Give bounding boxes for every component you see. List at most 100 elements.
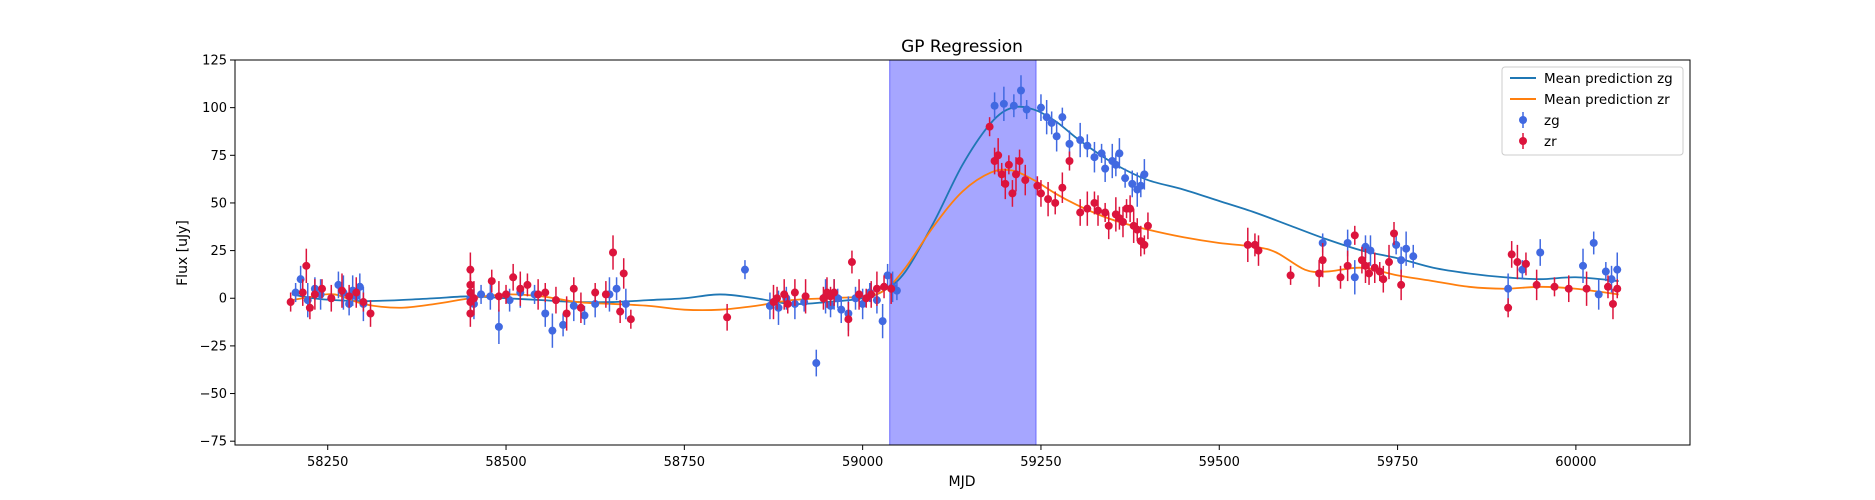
data-point-zr xyxy=(1608,299,1617,308)
data-point-zr xyxy=(1254,246,1263,255)
data-point-zg xyxy=(1121,174,1130,183)
data-point-zr xyxy=(847,258,856,267)
data-point-zr xyxy=(844,315,853,324)
data-point-zr xyxy=(1357,256,1366,265)
data-point-zr xyxy=(302,261,311,270)
data-point-zr xyxy=(1101,208,1110,217)
data-point-zr xyxy=(310,290,319,299)
data-point-zg xyxy=(486,292,495,301)
data-point-zr xyxy=(1504,303,1513,312)
data-point-zr xyxy=(1390,229,1399,238)
data-point-zr xyxy=(509,273,518,282)
data-point-zg xyxy=(1350,273,1359,282)
data-point-zr xyxy=(541,288,550,297)
data-point-zr xyxy=(1250,240,1259,249)
data-point-zr xyxy=(1033,181,1042,190)
data-point-zr xyxy=(1365,269,1374,278)
data-point-zr xyxy=(534,290,543,299)
data-point-zg xyxy=(355,282,364,291)
data-point-zr xyxy=(783,299,792,308)
data-point-zg xyxy=(883,271,892,280)
data-point-zg xyxy=(1594,290,1603,299)
x-axis-label: MJD xyxy=(949,474,976,490)
data-point-zr xyxy=(990,157,999,166)
plot-frame xyxy=(234,59,1691,446)
data-point-zg xyxy=(1083,141,1092,150)
data-point-zg xyxy=(612,284,621,293)
legend-label: zg xyxy=(1544,113,1560,129)
data-point-zr xyxy=(997,170,1006,179)
data-point-zr xyxy=(286,298,295,307)
data-point-zr xyxy=(1582,284,1591,293)
x-tick-label: 59000 xyxy=(842,455,883,470)
data-point-zg xyxy=(291,288,300,297)
data-point-zr xyxy=(318,284,327,293)
data-point-zr xyxy=(872,284,881,293)
data-point-zg xyxy=(1036,103,1045,112)
data-point-zr xyxy=(601,290,610,299)
data-point-zg xyxy=(1409,252,1418,261)
data-point-zr xyxy=(801,292,810,301)
x-tick-label: 58250 xyxy=(307,455,348,470)
data-point-zr xyxy=(1343,261,1352,270)
data-point-zr xyxy=(1036,189,1045,198)
data-point-zr xyxy=(1286,271,1295,280)
data-point-zr xyxy=(1521,259,1530,268)
data-point-zr xyxy=(1140,240,1149,249)
highlight-region-layer xyxy=(889,60,1037,445)
data-point-zr xyxy=(1243,240,1252,249)
data-point-zg xyxy=(477,290,486,299)
y-tick-label: −25 xyxy=(200,339,227,354)
data-point-zg xyxy=(1065,139,1074,148)
data-point-zr xyxy=(1336,273,1345,282)
y-axis: −75 −50 −25 0 25 50 75 100 125 xyxy=(200,54,235,450)
legend-label: Mean prediction zr xyxy=(1544,92,1670,108)
data-point-zr xyxy=(1613,284,1622,293)
data-point-zr xyxy=(359,298,368,307)
data-point-zr xyxy=(469,294,478,303)
data-point-zr xyxy=(502,290,511,299)
data-point-zr xyxy=(487,277,496,286)
data-point-zr xyxy=(337,286,346,295)
data-point-zr xyxy=(551,296,560,305)
data-point-zr xyxy=(1315,269,1324,278)
data-point-zg xyxy=(1101,164,1110,173)
legend-box xyxy=(1501,66,1684,156)
data-point-zg xyxy=(812,359,821,368)
data-point-zr xyxy=(1104,221,1113,230)
data-point-zg xyxy=(858,299,867,308)
data-point-zr xyxy=(1076,208,1085,217)
data-point-zr xyxy=(1044,195,1053,204)
x-tick-label: 59250 xyxy=(1020,455,1061,470)
y-tick-label: 0 xyxy=(219,292,227,307)
data-point-zr xyxy=(1513,258,1522,267)
data-point-zr xyxy=(1603,282,1612,291)
data-point-zg xyxy=(505,296,514,305)
data-point-zr xyxy=(1058,183,1067,192)
data-point-zr xyxy=(576,303,585,312)
data-point-zr xyxy=(569,284,578,293)
data-point-zr xyxy=(790,288,799,297)
legend-marker-swatch xyxy=(1519,137,1527,145)
data-point-zr xyxy=(616,307,625,316)
data-point-zr xyxy=(523,280,532,289)
y-tick-label: 100 xyxy=(202,101,227,116)
data-point-zr xyxy=(494,292,503,301)
data-point-zr xyxy=(1385,258,1394,267)
data-point-zg xyxy=(1111,160,1120,169)
data-point-zr xyxy=(366,309,375,318)
data-point-zr xyxy=(352,288,361,297)
data-point-zg xyxy=(833,294,842,303)
data-point-zr xyxy=(1090,198,1099,207)
data-point-zg xyxy=(1607,275,1616,284)
data-point-zr xyxy=(1550,282,1559,291)
data-point-zg xyxy=(1601,267,1610,276)
x-tick-label: 59750 xyxy=(1377,455,1418,470)
data-point-zr xyxy=(1126,204,1135,213)
y-tick-label: 125 xyxy=(202,54,227,69)
data-point-zr xyxy=(619,269,628,278)
legend-label: Mean prediction zg xyxy=(1544,71,1673,87)
data-point-zr xyxy=(1118,218,1127,227)
data-point-zg xyxy=(591,299,600,308)
